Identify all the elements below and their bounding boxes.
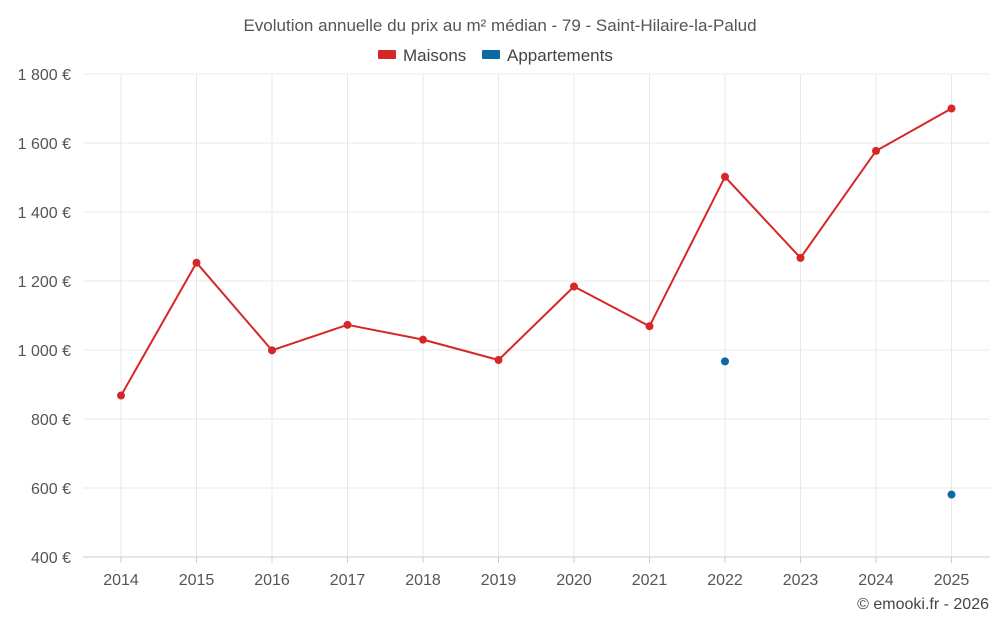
data-point-maisons-2019[interactable] [494,356,503,365]
data-point-maisons-2023[interactable] [796,253,805,262]
data-point-appartements-2022[interactable] [721,357,729,366]
data-point-maisons-2021[interactable] [645,322,654,331]
legend-label-appartements: Appartements [507,46,613,65]
y-tick-label: 800 € [31,412,71,429]
y-tick-label: 400 € [31,550,71,567]
y-tick-label: 1 600 € [18,136,71,153]
data-point-maisons-2016[interactable] [268,346,276,355]
data-point-maisons-2022[interactable] [721,172,729,181]
legend: Maisons Appartements [378,46,613,65]
series-lines [120,107,952,397]
y-gridlines [83,73,990,489]
x-tick-label: 2025 [934,572,970,589]
y-tick-label: 1 200 € [18,274,71,291]
legend-label-maisons: Maisons [403,46,466,65]
y-tick-label: 1 000 € [18,343,71,360]
data-point-maisons-2024[interactable] [872,146,880,155]
legend-swatch-maisons [378,50,396,59]
legend-item-appartements[interactable]: Appartements [482,46,613,65]
y-tick-label: 1 800 € [18,67,71,84]
x-tick-label: 2024 [858,572,894,589]
data-point-maisons-2014[interactable] [117,391,125,400]
series-line-maisons [120,107,952,397]
x-tick-label: 2018 [405,572,441,589]
chart-title: Evolution annuelle du prix au m² médian … [243,16,756,35]
x-tick-label: 2017 [330,572,366,589]
legend-item-maisons[interactable]: Maisons [378,46,466,65]
series-points [117,104,956,499]
x-tick-label: 2022 [707,572,743,589]
data-point-appartements-2025[interactable] [947,490,956,499]
data-point-maisons-2017[interactable] [343,320,352,329]
data-point-maisons-2015[interactable] [192,258,201,267]
x-axis-labels: 2014 2015 2016 2017 2018 2019 2020 2021 2022 2023… [103,572,969,589]
x-tick-label: 2023 [783,572,819,589]
credit-text[interactable]: © emooki.fr - 2026 [857,596,989,613]
x-tick-label: 2019 [481,572,517,589]
x-tick-label: 2021 [632,572,668,589]
y-tick-label: 600 € [31,481,71,498]
x-tick-label: 2014 [103,572,139,589]
x-tick-label: 2015 [179,572,215,589]
x-tick-label: 2016 [254,572,290,589]
data-point-maisons-2025[interactable] [947,104,956,113]
y-tick-label: 1 400 € [18,205,71,222]
y-axis-labels: 400 € 600 € 800 € 1 000 € 1 200 € 1 400 € 1 60… [18,67,71,567]
x-gridlines [120,74,952,563]
data-point-maisons-2020[interactable] [570,282,578,291]
x-tick-label: 2020 [556,572,592,589]
legend-swatch-appartements [482,50,500,59]
data-point-maisons-2018[interactable] [419,335,427,344]
